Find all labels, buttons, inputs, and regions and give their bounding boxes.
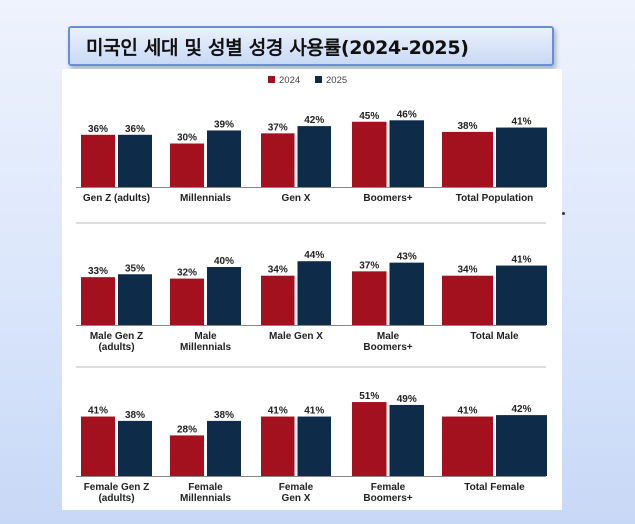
- bar-2024-2-0: [81, 416, 115, 476]
- bar-chart: 2024 2025 36% 36% Gen Z (adults) 30% 39% Millen…: [76, 75, 547, 504]
- data-label: 39%: [214, 119, 234, 130]
- category-label: (adults): [98, 493, 134, 504]
- bar-2024-1-0: [81, 277, 115, 325]
- category-label: Total Population: [456, 193, 534, 204]
- data-label: 41%: [88, 406, 108, 417]
- category-label: Female: [371, 482, 406, 493]
- data-label: 41%: [268, 406, 288, 417]
- data-label: 42%: [511, 404, 531, 415]
- data-label: 46%: [397, 109, 417, 120]
- data-label: 30%: [177, 133, 197, 144]
- category-label: Millennials: [180, 493, 232, 504]
- category-label: Millennials: [180, 193, 232, 204]
- data-label: 51%: [359, 391, 379, 402]
- bar-2025-2-0: [118, 420, 152, 476]
- chart-panel: 2024 2025 36% 36% Gen Z (adults) 30% 39% Millen…: [62, 69, 562, 510]
- category-label: Male Gen X: [269, 331, 323, 342]
- data-label: 49%: [397, 394, 417, 405]
- data-label: 32%: [177, 268, 197, 279]
- bar-2024-1-2: [261, 275, 295, 325]
- legend-label-2025: 2025: [326, 75, 347, 86]
- data-label: 36%: [88, 124, 108, 135]
- bar-2025-2-1: [207, 420, 241, 476]
- data-label: 37%: [359, 260, 379, 271]
- bar-2025-0-4: [496, 127, 547, 187]
- data-label: 40%: [214, 256, 234, 267]
- bar-2025-1-4: [496, 265, 547, 325]
- bar-2024-0-4: [442, 131, 493, 187]
- category-label: Male: [194, 331, 217, 342]
- data-label: 34%: [268, 265, 288, 276]
- bar-2024-2-1: [170, 435, 204, 476]
- bar-2025-0-0: [118, 134, 152, 187]
- bar-2025-2-3: [389, 404, 424, 476]
- data-label: 45%: [359, 111, 379, 122]
- category-label: Gen X: [282, 493, 311, 504]
- legend-label-2024: 2024: [279, 75, 300, 86]
- data-label: 43%: [397, 252, 417, 263]
- bar-2025-2-2: [297, 416, 331, 476]
- page-title: 미국인 세대 및 성별 성경 사용률(2024-2025): [86, 36, 469, 59]
- bar-2025-0-1: [207, 130, 241, 187]
- bar-2024-1-4: [442, 275, 493, 325]
- category-label: Boomers+: [363, 493, 412, 504]
- bar-2025-1-3: [389, 262, 424, 325]
- data-label: 41%: [304, 406, 324, 417]
- bar-2025-1-1: [207, 267, 241, 325]
- category-label: Boomers+: [363, 342, 412, 353]
- category-label: Gen X: [282, 193, 311, 204]
- title-banner: 미국인 세대 및 성별 성경 사용률(2024-2025): [68, 26, 554, 66]
- bar-2024-0-0: [81, 134, 115, 187]
- bar-2025-2-4: [496, 415, 547, 476]
- category-label: Male Gen Z: [90, 331, 143, 342]
- category-label: Female: [188, 482, 223, 493]
- data-label: 36%: [125, 124, 145, 135]
- category-label: (adults): [98, 342, 134, 353]
- category-label: Male: [377, 331, 400, 342]
- bar-2024-0-1: [170, 143, 204, 187]
- bar-2025-1-2: [297, 261, 331, 325]
- category-label: Boomers+: [363, 193, 412, 204]
- bar-2024-0-3: [352, 121, 387, 187]
- legend-swatch-2025: [315, 76, 322, 83]
- bar-2025-0-3: [389, 120, 424, 187]
- data-label: 34%: [457, 265, 477, 276]
- data-label: 41%: [511, 255, 531, 266]
- data-label: 38%: [214, 410, 234, 421]
- category-label: Total Female: [464, 482, 525, 493]
- data-label: 42%: [304, 115, 324, 126]
- bar-2025-0-2: [297, 126, 331, 187]
- bar-2024-1-3: [352, 271, 387, 325]
- data-label: 35%: [125, 263, 145, 274]
- data-label: 38%: [125, 410, 145, 421]
- data-label: 33%: [88, 266, 108, 277]
- stray-dot: [562, 212, 565, 215]
- bar-2024-2-3: [352, 402, 387, 476]
- legend-swatch-2024: [268, 76, 275, 83]
- category-label: Female: [279, 482, 314, 493]
- bar-2024-2-4: [442, 416, 493, 476]
- bar-2024-2-2: [261, 416, 295, 476]
- category-label: Total Male: [470, 331, 519, 342]
- bar-2024-0-2: [261, 133, 295, 187]
- category-label: Millennials: [180, 342, 232, 353]
- data-label: 44%: [304, 250, 324, 261]
- category-label: Gen Z (adults): [83, 193, 150, 204]
- category-label: Female Gen Z: [84, 482, 150, 493]
- data-label: 41%: [457, 406, 477, 417]
- data-label: 38%: [457, 121, 477, 132]
- data-label: 37%: [268, 122, 288, 133]
- bar-2024-1-1: [170, 278, 204, 325]
- data-label: 41%: [511, 117, 531, 128]
- data-label: 28%: [177, 424, 197, 435]
- bar-2025-1-0: [118, 274, 152, 325]
